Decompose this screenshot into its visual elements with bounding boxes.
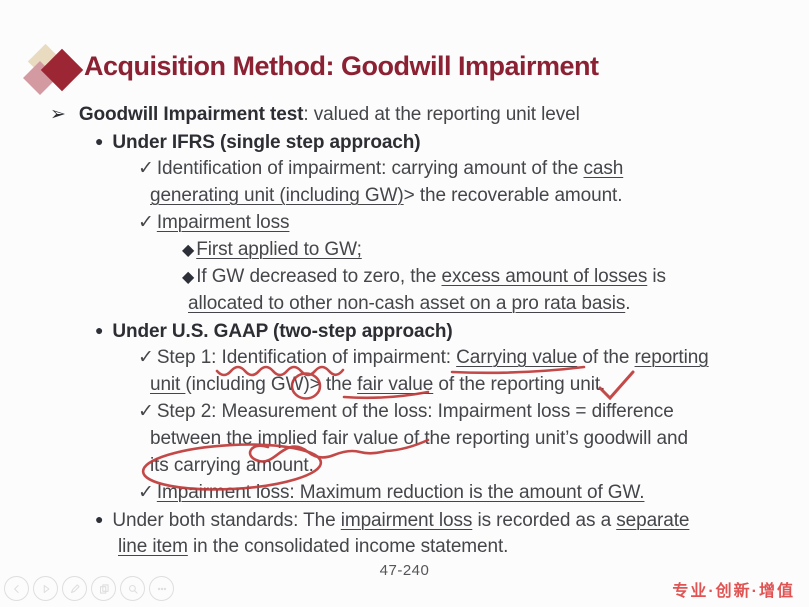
text-segment: > the recoverable amount.: [403, 185, 623, 206]
text-segment: generating unit (including GW): [150, 185, 404, 206]
text-segment: Impairment loss: [156, 212, 290, 233]
text-segment: cash: [583, 158, 624, 179]
text-segment: Under both standards: The: [112, 510, 341, 531]
text-segment: excess amount of losses: [441, 266, 648, 287]
bullet-line-15: ● Under both standards: The impairment lo…: [0, 506, 809, 533]
bullet-line-7: allocated to other non-cash asset on a p…: [0, 290, 809, 317]
page-number: 47-240: [379, 562, 430, 579]
text-segment: Goodwill Impairment test: [78, 104, 304, 125]
text-segment: line item: [118, 536, 188, 557]
slide-title: Acquisition Method: Goodwill Impairment: [84, 51, 599, 81]
prev-button[interactable]: [4, 576, 29, 601]
text-segment: unit: [150, 374, 186, 395]
bullet-line-6: ◆ If GW decreased to zero, the excess amo…: [0, 263, 809, 290]
dot-bullet-icon: ●: [95, 511, 104, 527]
text-segment: allocated to other non-cash asset on a p…: [188, 293, 626, 314]
text-segment: reporting: [634, 347, 709, 368]
text-segment: impairment loss: [340, 510, 473, 531]
text-segment: of the: [577, 347, 635, 368]
check-bullet-icon: ✓: [138, 212, 154, 233]
text-segment: in the consolidated income statement.: [187, 536, 509, 557]
bullet-line-4: ✓ Impairment loss: [0, 209, 809, 236]
bullet-line-8: ● Under U.S. GAAP (two-step approach): [0, 317, 809, 344]
bullet-line-3: generating unit (including GW)> the reco…: [0, 182, 809, 209]
diamond-bullet-icon: ◆: [182, 242, 195, 259]
text-segment: Under U.S. GAAP (two-step approach): [112, 321, 453, 342]
check-bullet-icon: ✓: [138, 401, 154, 422]
pages-button[interactable]: [91, 576, 116, 601]
text-segment: separate: [616, 510, 690, 531]
player-toolbar: [4, 576, 174, 601]
text-segment: its carrying amount.: [150, 455, 314, 476]
bullet-line-10: unit (including GW)> the fair value of t…: [0, 371, 809, 398]
text-segment: Step 1: Identification of impairment:: [156, 347, 457, 368]
dot-bullet-icon: ●: [95, 133, 104, 149]
bullet-line-0: ➢ Goodwill Impairment test: valued at the…: [0, 101, 809, 128]
zoom-icon: [128, 584, 138, 594]
bullet-line-1: ● Under IFRS (single step approach): [0, 128, 809, 155]
slide-body: ➢ Goodwill Impairment test: valued at the…: [0, 101, 809, 560]
text-segment: between the implied fair value of the re…: [150, 428, 688, 449]
prev-icon: [13, 584, 19, 593]
text-segment: is: [647, 266, 666, 287]
check-bullet-icon: ✓: [138, 347, 154, 368]
check-bullet-icon: ✓: [138, 482, 154, 503]
text-segment: (including GW)> the: [185, 374, 358, 395]
text-segment: Carrying value: [456, 347, 578, 368]
bullet-line-16: line item in the consolidated income sta…: [0, 533, 809, 560]
bullet-line-2: ✓ Identification of impairment: carrying …: [0, 155, 809, 182]
text-segment: Identification of impairment: carrying a…: [156, 158, 584, 179]
pen-icon: [70, 583, 80, 593]
text-segment: Step 2: Measurement of the loss: Impairm…: [156, 401, 674, 422]
bullet-line-12: between the implied fair value of the re…: [0, 425, 809, 452]
bullet-line-11: ✓ Step 2: Measurement of the loss: Impair…: [0, 398, 809, 425]
bullet-line-5: ◆ First applied to GW;: [0, 236, 809, 263]
more-icon: [157, 587, 166, 590]
text-segment: fair value: [357, 374, 434, 395]
play-button[interactable]: [33, 576, 58, 601]
check-bullet-icon: ✓: [138, 158, 154, 179]
text-segment: First applied to GW;: [196, 239, 362, 260]
text-segment: is recorded as a: [472, 510, 617, 531]
text-segment: .: [625, 293, 631, 314]
text-segment: Impairment loss: Maximum reduction is th…: [156, 482, 645, 503]
arrow-bullet-icon: ➢: [50, 104, 66, 125]
slide-logo: [23, 43, 88, 104]
zoom-button[interactable]: [120, 576, 145, 601]
pages-icon: [99, 583, 109, 594]
bullet-line-13: its carrying amount.: [0, 452, 809, 479]
play-icon: [43, 584, 49, 593]
text-segment: Under IFRS (single step approach): [112, 132, 421, 153]
bullet-line-14: ✓ Impairment loss: Maximum reduction is t…: [0, 479, 809, 506]
text-segment: : valued at the reporting unit level: [303, 104, 580, 125]
bullet-line-9: ✓ Step 1: Identification of impairment: C…: [0, 344, 809, 371]
text-segment: of the reporting unit.: [433, 374, 606, 395]
pen-button[interactable]: [62, 576, 87, 601]
more-button[interactable]: [149, 576, 174, 601]
brand-watermark: 专业·创新·增值: [672, 583, 795, 600]
dot-bullet-icon: ●: [95, 322, 104, 338]
diamond-bullet-icon: ◆: [182, 269, 195, 286]
text-segment: If GW decreased to zero, the: [196, 266, 442, 287]
